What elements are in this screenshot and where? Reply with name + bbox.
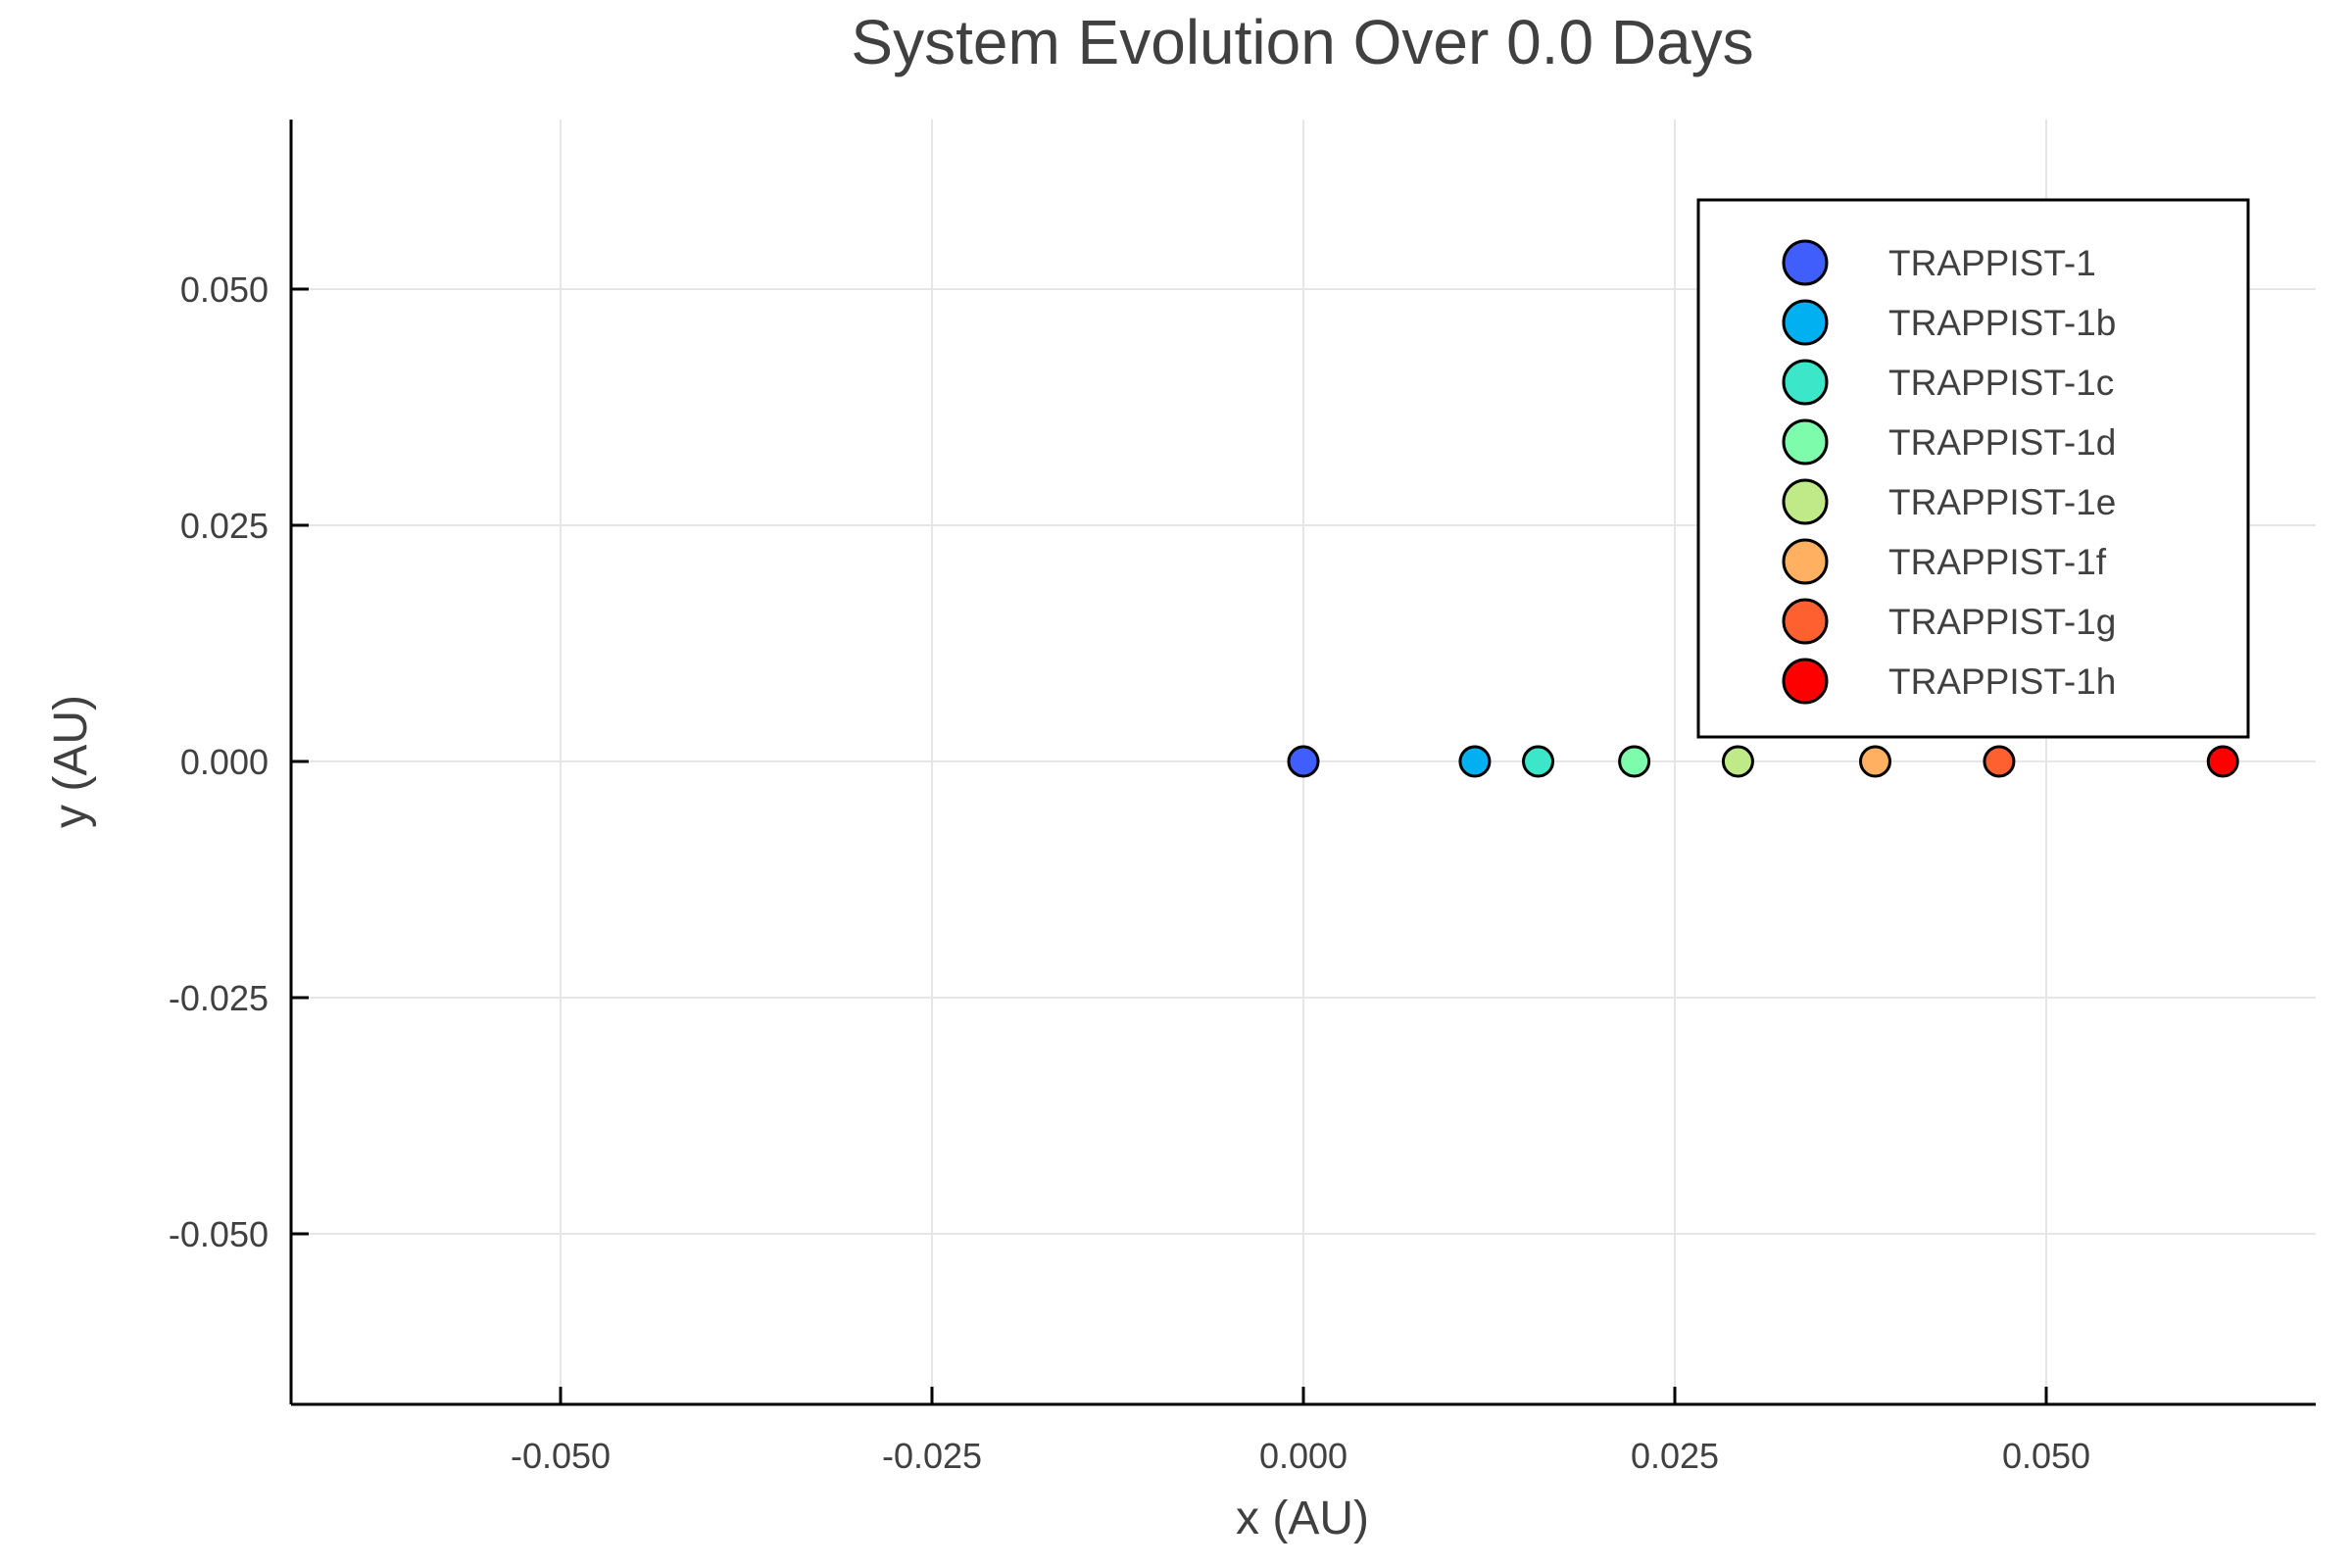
ticks: -0.050 -0.025 0.000 0.025 0.050 0.050 0.025 0.0… xyxy=(169,270,2090,1476)
legend-label: TRAPPIST-1 xyxy=(1888,243,2096,283)
data-point xyxy=(1522,745,1555,778)
legend-label: TRAPPIST-1d xyxy=(1888,422,2116,463)
legend-marker xyxy=(1782,418,1829,466)
y-tick-label: 0.050 xyxy=(180,270,269,310)
data-point xyxy=(1287,745,1320,778)
legend-label: TRAPPIST-1h xyxy=(1888,662,2116,702)
legend-marker xyxy=(1782,538,1829,585)
y-tick-label: -0.025 xyxy=(169,978,269,1018)
data-point xyxy=(1618,745,1651,778)
x-tick-label: 0.000 xyxy=(1259,1436,1348,1476)
legend-marker xyxy=(1782,239,1829,286)
y-tick-label: -0.050 xyxy=(169,1214,269,1254)
data-point xyxy=(2206,745,2239,778)
legend-marker xyxy=(1782,478,1829,525)
x-tick-label: 0.050 xyxy=(2002,1436,2090,1476)
data-point xyxy=(1458,745,1492,778)
y-tick-label: 0.000 xyxy=(180,742,269,782)
chart-title: System Evolution Over 0.0 Days xyxy=(851,7,1753,77)
y-axis-label: y (AU) xyxy=(45,695,97,828)
x-tick-label: -0.025 xyxy=(882,1436,982,1476)
legend-marker xyxy=(1782,359,1829,406)
legend-label: TRAPPIST-1b xyxy=(1888,303,2116,343)
y-tick-label: 0.025 xyxy=(180,506,269,546)
data-point xyxy=(1983,745,2016,778)
legend-label: TRAPPIST-1c xyxy=(1888,363,2114,403)
legend-label: TRAPPIST-1f xyxy=(1888,542,2107,582)
x-tick-label: -0.050 xyxy=(511,1436,611,1476)
legend-marker xyxy=(1782,658,1829,705)
data-point xyxy=(1859,745,1892,778)
legend-box xyxy=(1696,198,2250,739)
legend: TRAPPIST-1 TRAPPIST-1b TRAPPIST-1c TRAPPIST… xyxy=(1696,198,2250,739)
legend-marker xyxy=(1782,598,1829,645)
legend-label: TRAPPIST-1g xyxy=(1888,602,2116,642)
grid xyxy=(291,120,2316,1404)
data-points xyxy=(1287,745,2239,778)
data-point xyxy=(1721,745,1754,778)
legend-label: TRAPPIST-1e xyxy=(1888,482,2116,522)
x-axis-label: x (AU) xyxy=(1236,1493,1369,1544)
x-tick-label: 0.025 xyxy=(1631,1436,1719,1476)
legend-marker xyxy=(1782,299,1829,346)
